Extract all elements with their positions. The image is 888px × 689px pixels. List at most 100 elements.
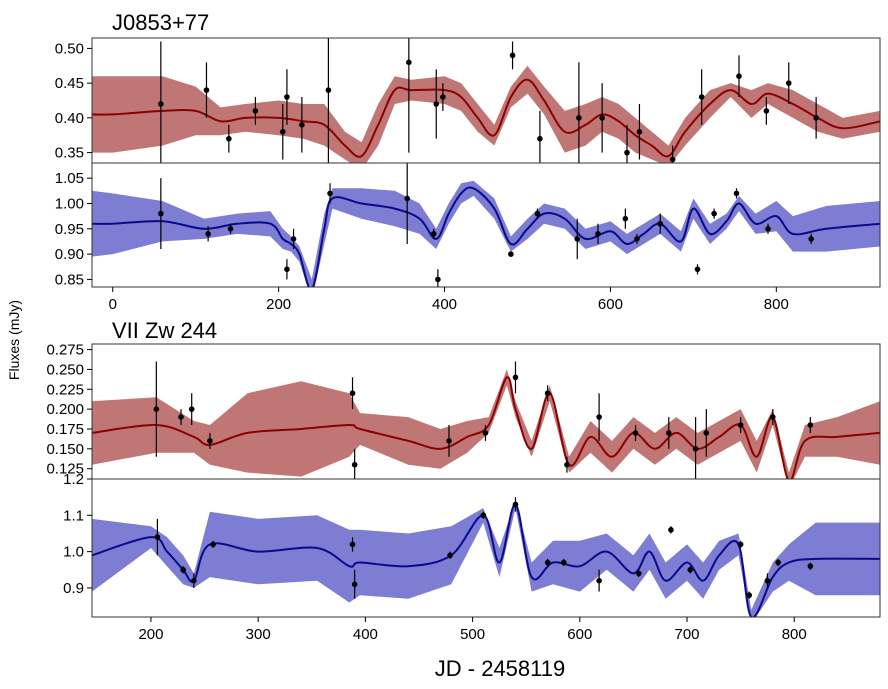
data-point [692, 446, 699, 452]
x-tick-label: 400 [353, 626, 378, 643]
data-point [349, 390, 356, 397]
y-axis-label: Fluxes (mJy) [6, 300, 22, 380]
data-point [737, 541, 744, 548]
y-tick-label: 0.225 [46, 381, 84, 398]
y-tick-label: 0.175 [46, 421, 84, 438]
data-point [325, 87, 332, 93]
data-point [446, 438, 452, 444]
data-point [406, 59, 412, 66]
panels-group: 0.35 0.40 0.45 0.50 0.85 0.90 0.95 1.00 1.05 0 200… [46, 37, 881, 643]
data-point [178, 414, 184, 420]
data-point [435, 276, 441, 283]
data-point [624, 149, 630, 156]
x-tick-label: 700 [675, 626, 700, 643]
data-point [599, 115, 605, 121]
x-tick-label: 400 [432, 296, 457, 313]
data-point [480, 512, 487, 519]
data-point [158, 210, 164, 217]
panel-1-plot-area [92, 38, 880, 163]
data-point [657, 220, 663, 227]
data-point [596, 577, 602, 584]
y-tick-label: 0.250 [46, 361, 84, 378]
data-point [622, 215, 629, 222]
data-point [351, 581, 358, 588]
y-tick-label: 0.275 [46, 342, 84, 359]
data-point [440, 94, 446, 100]
data-point [210, 541, 216, 548]
panel-frame [91, 162, 881, 288]
panel-4-plot-area [92, 497, 880, 617]
data-point [595, 231, 601, 237]
confidence-band [92, 500, 880, 617]
data-point [746, 592, 753, 599]
confidence-band [92, 65, 880, 163]
y-tick-label: 1.0 [63, 544, 84, 561]
y-tick-label: 0.35 [55, 145, 84, 162]
y-tick-label: 0.40 [55, 110, 84, 127]
data-point [227, 225, 234, 232]
data-point [564, 461, 570, 468]
data-point [763, 108, 770, 114]
data-point [351, 461, 358, 468]
data-point [447, 552, 453, 559]
panel-1-title: J0853+77 [112, 10, 209, 35]
data-point [508, 251, 514, 257]
data-point [158, 101, 164, 107]
y-tick-label: 0.95 [55, 221, 84, 238]
data-point [226, 135, 232, 142]
data-point [284, 266, 290, 273]
x-axis-label: JD - 2458119 [435, 656, 565, 681]
data-point [349, 541, 356, 548]
data-point [509, 52, 516, 59]
y-tick-label: 0.45 [55, 75, 84, 92]
data-point [669, 156, 676, 163]
panel-3-title: VII Zw 244 [112, 318, 217, 343]
data-point [807, 563, 814, 569]
x-tick-label: 800 [764, 296, 789, 313]
data-point [668, 527, 674, 533]
data-point [327, 190, 333, 197]
mean-line [92, 78, 880, 158]
data-point [279, 128, 286, 135]
data-point [512, 501, 519, 508]
confidence-band [92, 369, 880, 479]
data-point [430, 231, 437, 237]
x-tick-label: 800 [782, 626, 807, 643]
x-tick-label: 500 [460, 626, 485, 643]
data-point [252, 108, 259, 114]
x-tick-label: 600 [567, 626, 592, 643]
y-tick-label: 0.90 [55, 246, 84, 263]
data-point [433, 101, 440, 107]
panel-2: 0.85 0.90 0.95 1.00 1.05 0 200 400 600 800 [55, 162, 881, 313]
data-point [191, 577, 197, 584]
data-point [775, 559, 781, 566]
panel-3: 0.125 0.150 0.175 0.200 0.225 0.250 0.275 [46, 342, 881, 480]
data-point [512, 374, 519, 381]
y-tick-label: 0.85 [55, 271, 84, 288]
y-tick-label: 1.05 [55, 170, 84, 187]
data-point [576, 115, 582, 121]
data-point [574, 236, 581, 242]
data-point [299, 122, 305, 128]
data-point [769, 414, 776, 420]
data-point [205, 231, 211, 237]
data-point [636, 128, 643, 135]
data-point [813, 115, 819, 121]
data-point [596, 414, 602, 420]
y-tick-label: 0.150 [46, 441, 84, 458]
data-point [694, 266, 701, 273]
data-point [544, 559, 551, 566]
data-point [534, 210, 541, 217]
x-tick-label: 600 [598, 296, 623, 313]
data-point [665, 430, 672, 436]
data-point [736, 73, 742, 79]
data-point [560, 559, 567, 566]
data-point [207, 438, 213, 444]
data-point [290, 236, 297, 242]
data-point [153, 406, 160, 412]
data-point [698, 94, 705, 100]
panel-frame [91, 478, 881, 618]
x-tick-label: 200 [138, 626, 163, 643]
data-point [711, 210, 717, 217]
